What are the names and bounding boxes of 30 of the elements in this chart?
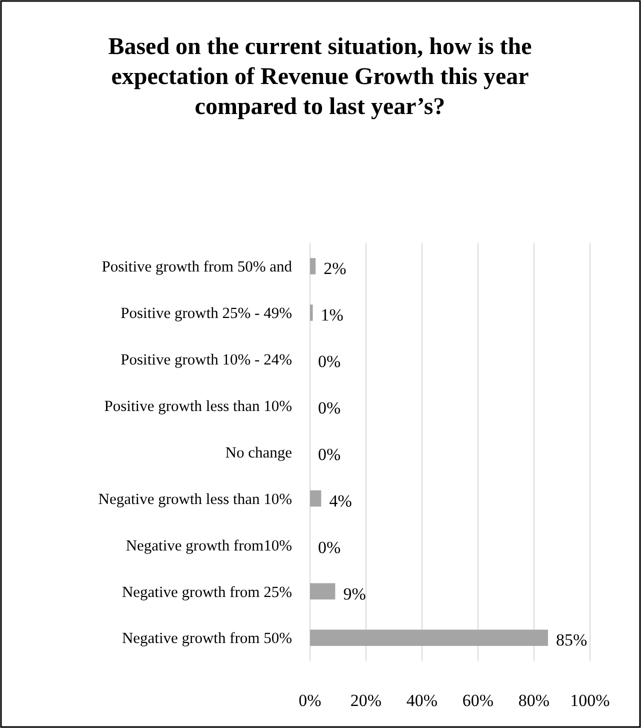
x-tick-label: 20% xyxy=(350,690,382,710)
data-label: 0% xyxy=(318,352,341,372)
data-label: 2% xyxy=(324,259,346,278)
bar xyxy=(310,583,336,600)
y-tick-label: No change xyxy=(225,444,292,462)
x-tick-label: 60% xyxy=(462,690,494,710)
y-tick-label: Negative growth from 25% xyxy=(122,584,292,601)
y-tick-label: Negative growth from 50% xyxy=(122,630,292,648)
y-tick-label: Positive growth less than 10% xyxy=(104,398,292,415)
bar xyxy=(310,304,313,321)
x-tick-label: 40% xyxy=(406,690,438,710)
y-tick-label: Positive growth 25% - 49% xyxy=(120,305,292,322)
data-label: 9% xyxy=(343,584,366,604)
y-tick-label: Negative growth less than 10% xyxy=(98,490,292,508)
x-tick-label: 0% xyxy=(298,690,322,710)
y-tick-label: Negative growth from10% xyxy=(126,537,292,554)
bar xyxy=(310,258,316,274)
data-label: 4% xyxy=(329,491,352,510)
data-label: 0% xyxy=(318,398,341,418)
data-label: 1% xyxy=(320,306,344,325)
data-label: 0% xyxy=(318,444,341,464)
bar xyxy=(310,490,322,507)
x-tick-label: 80% xyxy=(518,690,550,710)
chart-title: Based on the current situation, how is the expectation of Revenue Growth this year compared to last year’s? xyxy=(107,33,533,122)
x-tick-label: 100% xyxy=(570,690,610,710)
y-tick-label: Positive growth 10% - 24% xyxy=(120,352,292,369)
bar xyxy=(310,630,548,646)
y-tick-label: Positive growth from 50% and xyxy=(102,258,292,276)
data-label: 0% xyxy=(318,538,341,557)
data-label: 85% xyxy=(556,630,588,650)
